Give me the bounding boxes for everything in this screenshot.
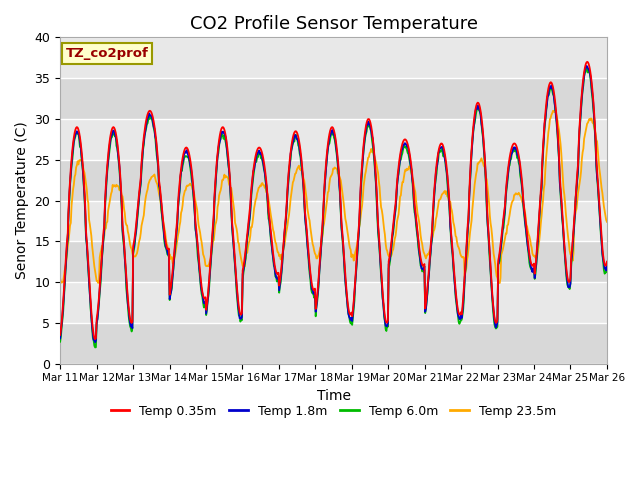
Y-axis label: Senor Temperature (C): Senor Temperature (C) [15,121,29,279]
Bar [60,282,607,323]
X-axis label: Time: Time [317,389,351,403]
Bar [60,323,607,364]
Bar [60,78,607,119]
Legend: Temp 0.35m, Temp 1.8m, Temp 6.0m, Temp 23.5m: Temp 0.35m, Temp 1.8m, Temp 6.0m, Temp 2… [106,400,561,423]
Bar [60,201,607,241]
Bar [60,119,607,160]
Title: CO2 Profile Sensor Temperature: CO2 Profile Sensor Temperature [189,15,477,33]
Text: TZ_co2prof: TZ_co2prof [66,47,148,60]
Bar [60,160,607,201]
Bar [60,241,607,282]
Bar [60,37,607,78]
